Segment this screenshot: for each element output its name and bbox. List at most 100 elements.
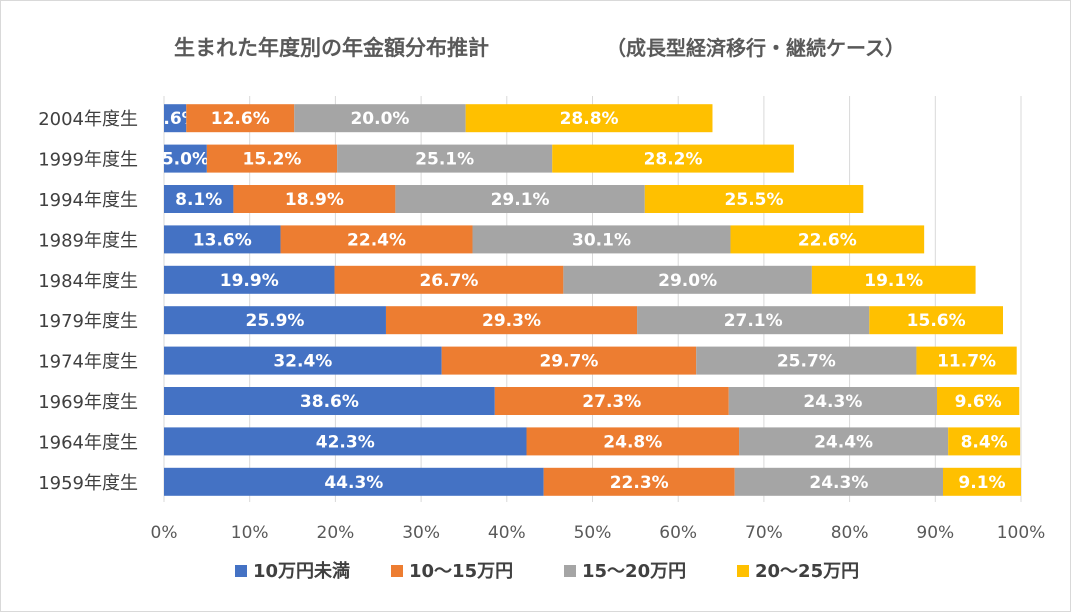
legend-swatch	[564, 565, 576, 577]
data-label: 27.1%	[724, 311, 783, 331]
x-tick-label: 70%	[745, 523, 783, 543]
x-tick-label: 30%	[402, 523, 440, 543]
data-label: 25.5%	[725, 190, 784, 210]
bar-segment	[334, 265, 564, 294]
bar-segment	[395, 185, 645, 213]
x-tick-label: 50%	[574, 523, 612, 543]
category-label: 1964年度生	[38, 432, 138, 453]
category-label: 1999年度生	[38, 150, 138, 171]
data-label: 15.2%	[242, 150, 301, 170]
bar-segment	[869, 306, 1004, 335]
bar-segment	[644, 185, 864, 213]
x-tick-label: 0%	[151, 523, 178, 543]
chart-title: 生まれた年度別の年金額分布推計	[174, 36, 489, 60]
category-label: 1984年度生	[38, 271, 138, 292]
bar-segment	[385, 306, 638, 335]
bar-segment	[441, 346, 697, 375]
data-label: 29.3%	[482, 311, 541, 331]
legend-label: 15～20万円	[582, 561, 686, 582]
data-label: 24.3%	[803, 392, 862, 412]
legend: 10万円未満 10～15万円 15～20万円 20～25万円	[235, 560, 859, 582]
data-label: 9.6%	[955, 392, 1002, 412]
bar-segment	[948, 427, 1021, 456]
x-axis-ticks: 0% 10% 20% 30% 40% 50% 60% 70% 80% 90% 100%	[151, 523, 1046, 543]
data-label: 32.4%	[273, 352, 332, 372]
data-label: 25.9%	[245, 311, 304, 331]
legend-swatch	[391, 565, 403, 577]
category-label: 1974年度生	[38, 352, 138, 373]
bar-segment	[164, 467, 544, 496]
bar-segment	[280, 225, 473, 254]
data-label: 24.8%	[603, 432, 662, 452]
bar-segment	[164, 144, 207, 173]
bar-segment	[164, 265, 335, 294]
category-labels: 2004年度生 1999年度生 1994年度生 1989年度生 1984年度生 1979年…	[38, 109, 138, 494]
data-label: 11.7%	[937, 352, 996, 372]
legend-label: 10万円未満	[253, 560, 350, 582]
category-label: 1969年度生	[38, 392, 138, 413]
data-label: 29.0%	[658, 271, 717, 291]
bar-segment	[543, 467, 735, 496]
legend-label: 20～25万円	[755, 561, 859, 582]
bar-segment	[294, 104, 466, 133]
chart-subtitle: （成長型経済移行・継続ケース）	[606, 36, 905, 60]
x-tick-label: 60%	[659, 523, 697, 543]
bar-segment	[734, 467, 944, 496]
bar-segment	[916, 346, 1017, 375]
bar-segment	[943, 467, 1021, 496]
bar-segment	[730, 225, 925, 254]
bar-segment	[337, 144, 553, 173]
x-tick-label: 10%	[231, 523, 269, 543]
data-label: 25.1%	[415, 150, 474, 170]
bar-segment	[164, 225, 281, 254]
data-label: 22.6%	[798, 230, 857, 250]
x-tick-label: 100%	[997, 523, 1046, 543]
data-label: 28.2%	[644, 150, 703, 170]
bar-segment	[206, 144, 338, 173]
legend-swatch	[737, 565, 749, 577]
data-label: 18.9%	[285, 190, 344, 210]
data-label: 38.6%	[300, 392, 359, 412]
bar-segment	[164, 427, 527, 456]
bar-segment	[164, 306, 386, 335]
data-label: 29.1%	[491, 190, 550, 210]
data-label: 19.1%	[864, 271, 923, 291]
data-label: 12.6%	[211, 109, 270, 129]
data-label: 28.8%	[560, 109, 619, 129]
bar-segment	[465, 104, 713, 133]
bar-segment	[233, 185, 396, 213]
x-tick-label: 90%	[916, 523, 954, 543]
data-label: 8.1%	[175, 190, 222, 210]
data-label: 15.6%	[907, 311, 966, 331]
bar-segment	[811, 265, 976, 294]
data-label: 30.1%	[572, 230, 631, 250]
bar-segment	[472, 225, 731, 254]
category-label: 2004年度生	[38, 109, 138, 130]
data-label: 8.4%	[961, 432, 1008, 452]
data-label: 27.3%	[582, 392, 641, 412]
data-label: 9.1%	[958, 473, 1005, 493]
data-label: 44.3%	[324, 473, 383, 493]
bar-segment	[937, 387, 1020, 415]
bar-segment	[637, 306, 870, 335]
category-label: 1959年度生	[38, 473, 138, 494]
x-tick-label: 40%	[488, 523, 526, 543]
bar-segment	[164, 104, 187, 133]
data-label: 29.7%	[539, 352, 598, 372]
bar-segment	[164, 346, 442, 375]
data-label: 19.9%	[220, 271, 279, 291]
data-label: 24.4%	[814, 432, 873, 452]
bar-segment	[164, 387, 495, 415]
data-label: 20.0%	[350, 109, 409, 129]
category-label: 1979年度生	[38, 311, 138, 332]
data-label: 5.0%	[162, 150, 209, 170]
bar-segment	[164, 185, 234, 213]
data-label: 25.7%	[777, 352, 836, 372]
category-label: 1994年度生	[38, 190, 138, 211]
bars-group: 2.6% 12.6% 20.0% 28.8%5.0% 15.2% 25.1% 28.2%8.…	[152, 104, 1021, 496]
bar-segment	[552, 144, 794, 173]
data-label: 22.3%	[610, 473, 669, 493]
bar-segment	[728, 387, 938, 415]
bar-segment	[696, 346, 917, 375]
